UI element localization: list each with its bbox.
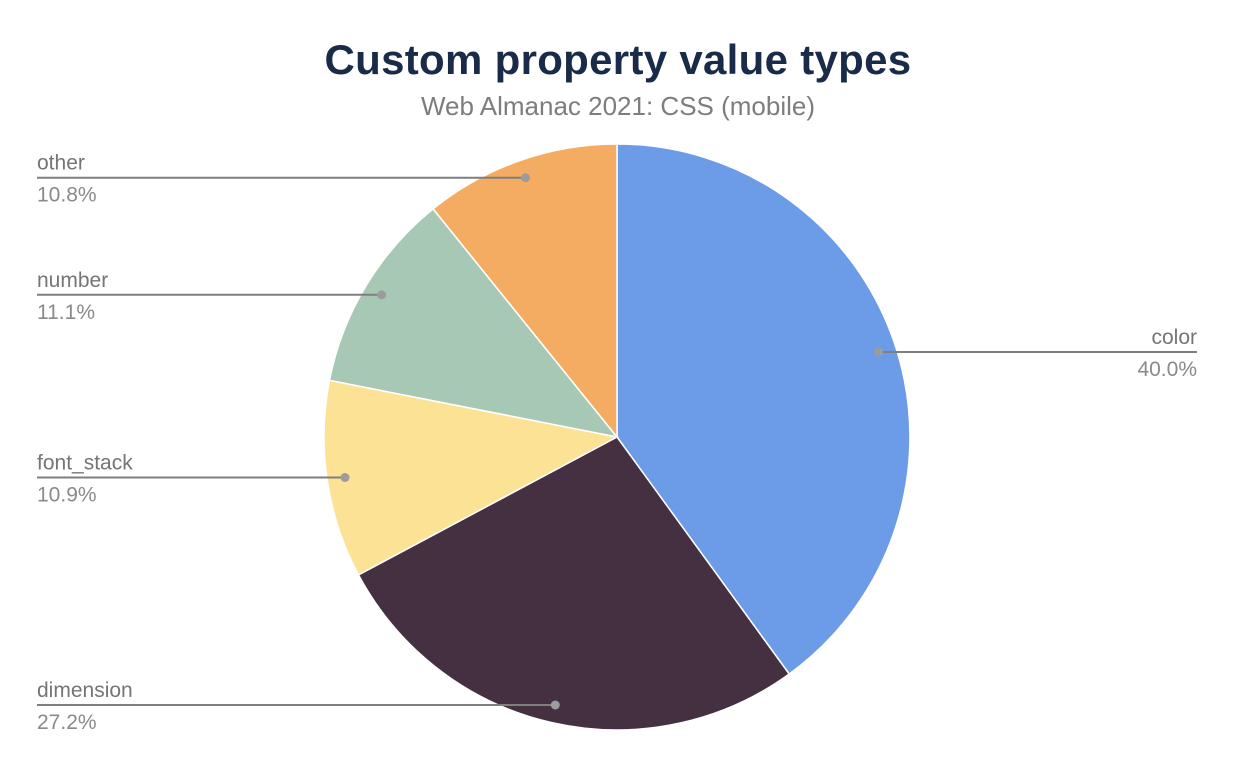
slice-label-color: color: [1151, 326, 1197, 349]
slice-label-dimension: dimension: [37, 679, 133, 702]
slice-value-font_stack: 10.9%: [37, 484, 97, 507]
pie-slice-number: [328, 207, 619, 439]
chart-subtitle: Web Almanac 2021: CSS (mobile): [420, 91, 816, 121]
slice-value-other: 10.8%: [37, 184, 97, 207]
chart-title: Custom property value types: [324, 36, 912, 83]
leader-dot-font_stack: [340, 473, 350, 482]
slice-value-color: 40.0%: [1137, 358, 1197, 381]
slice-value-number: 11.1%: [37, 301, 95, 324]
pie-slice-other: [432, 143, 618, 440]
pie-slice-color: [616, 143, 911, 676]
leader-dot-dimension: [550, 700, 560, 710]
slice-label-font_stack: font_stack: [37, 452, 133, 475]
pie-slice-font_stack: [323, 379, 620, 576]
slice-value-dimension: 27.2%: [37, 711, 97, 734]
leader-dot-number: [377, 290, 387, 300]
leader-dot-color: [874, 347, 883, 357]
slice-label-number: number: [37, 269, 108, 292]
pie-slice-dimension: [357, 436, 791, 731]
leader-dot-other: [521, 173, 530, 183]
slice-label-other: other: [37, 152, 85, 175]
